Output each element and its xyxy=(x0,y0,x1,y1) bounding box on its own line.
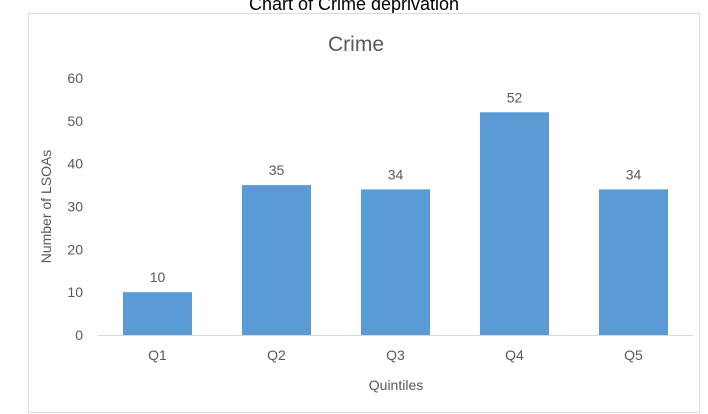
x-tick-label: Q3 xyxy=(386,347,405,363)
x-tick-labels: Q1 Q2 Q3 Q4 Q5 xyxy=(148,347,643,363)
bar-q4 xyxy=(479,112,550,336)
y-tick-label: 60 xyxy=(67,70,83,86)
data-label: 10 xyxy=(150,269,166,285)
bar-q2 xyxy=(241,185,312,335)
bar-q5 xyxy=(598,189,669,335)
figure-caption: Chart of Crime deprivation xyxy=(248,0,460,14)
y-tick-label: 50 xyxy=(67,113,83,129)
bar-q1 xyxy=(122,292,193,335)
y-tick-label: 30 xyxy=(67,199,83,215)
bar-q3 xyxy=(360,189,431,335)
x-tick-label: Q4 xyxy=(505,347,524,363)
y-tick-label: 0 xyxy=(75,327,83,343)
chart-title: Crime xyxy=(328,33,384,56)
x-tick-label: Q2 xyxy=(267,347,286,363)
data-label: 34 xyxy=(388,166,404,182)
data-labels: 10 35 34 52 34 xyxy=(150,89,642,285)
data-label: 34 xyxy=(626,166,642,182)
bars xyxy=(122,112,669,336)
data-label: 35 xyxy=(269,162,285,178)
y-axis-label: Number of LSOAs xyxy=(38,150,54,264)
y-tick-label: 10 xyxy=(67,284,83,300)
x-axis-label: Quintiles xyxy=(369,377,423,393)
x-tick-label: Q1 xyxy=(148,347,167,363)
y-tick-label: 40 xyxy=(67,156,83,172)
y-tick-label: 20 xyxy=(67,241,83,257)
y-tick-labels: 0 10 20 30 40 50 60 xyxy=(67,70,83,343)
data-label: 52 xyxy=(507,89,523,105)
x-tick-label: Q5 xyxy=(624,347,643,363)
